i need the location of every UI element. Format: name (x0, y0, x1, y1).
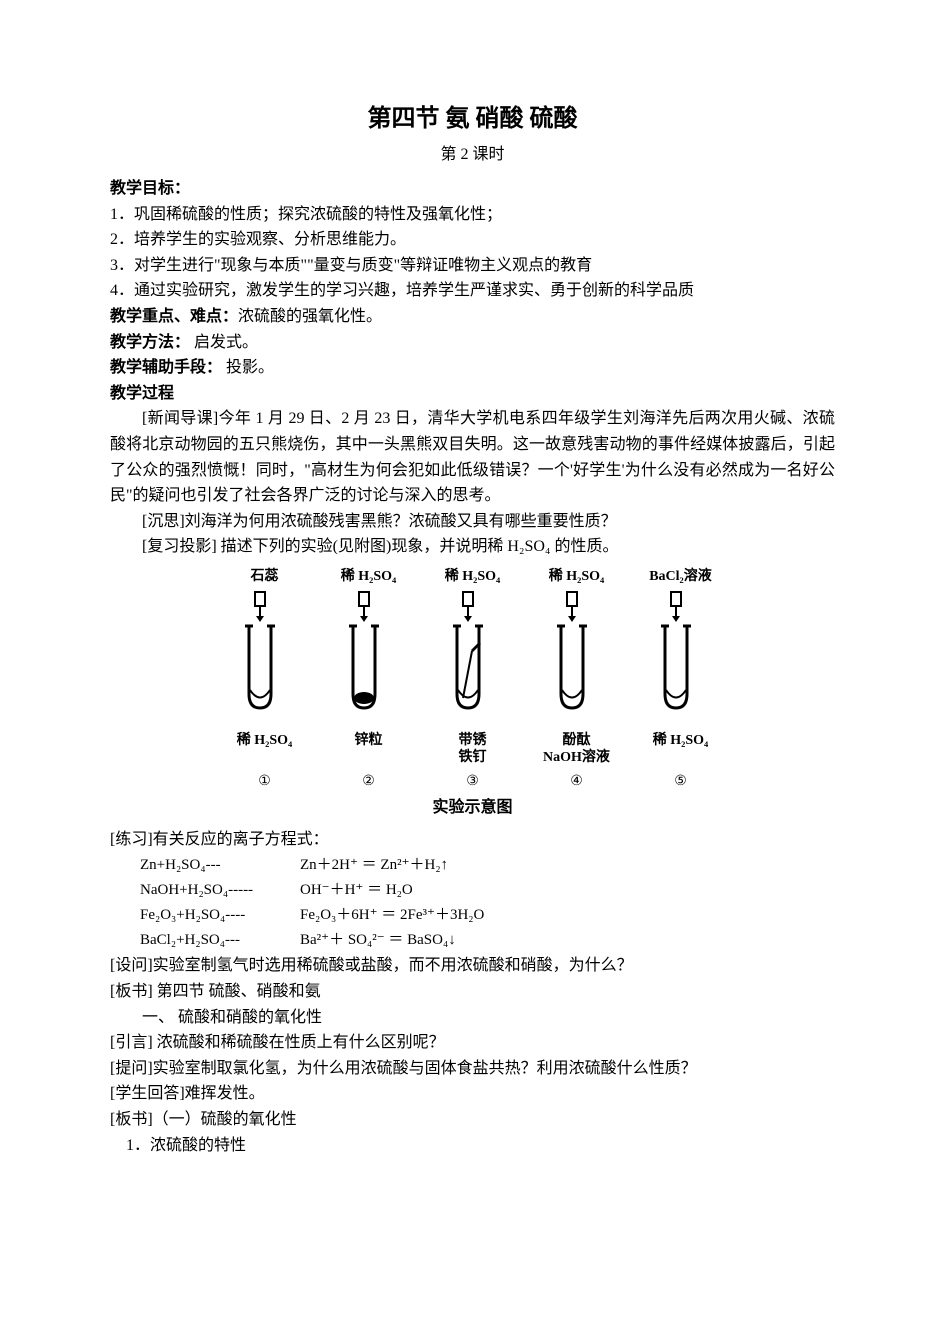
tube-number: ⑤ (674, 771, 687, 793)
goals-heading: 教学目标： (110, 176, 835, 202)
tube-number: ① (258, 771, 271, 793)
board-line-2: [板书]（一）硫酸的氧化性 (110, 1107, 835, 1133)
test-tube-icon (547, 590, 607, 729)
question-line: [设问]实验室制氢气时选用稀硫酸或盐酸，而不用浓硫酸和硝酸，为什么？ (110, 953, 835, 979)
section-1: 一、 硫酸和硝酸的氧化性 (110, 1005, 835, 1031)
tube-1: 石蕊 稀 H₂SO₄① (222, 566, 308, 793)
aid-line: 教学辅助手段： 投影。 (110, 355, 835, 381)
ask-line: [提问]实验室制取氯化氢，为什么用浓硫酸与固体食盐共热？利用浓硫酸什么性质？ (110, 1056, 835, 1082)
equation-left: Zn+H₂SO₄--- (140, 853, 300, 877)
equation-row: Fe₂O₃+H₂SO₄----Fe₂O₃＋6H⁺ ＝ 2Fe³⁺＋3H₂O (140, 903, 835, 927)
test-tube-icon (235, 590, 295, 729)
equation-left: NaOH+H₂SO₄----- (140, 878, 300, 902)
method-line: 教学方法： 启发式。 (110, 330, 835, 356)
equation-right: Zn＋2H⁺ ＝ Zn²⁺＋H₂↑ (300, 853, 835, 877)
test-tube-icon (339, 590, 399, 729)
goal-4: 4．通过实验研究，激发学生的学习兴趣，培养学生严谨求实、勇于创新的科学品质 (110, 278, 835, 304)
answer-line: [学生回答]难挥发性。 (110, 1081, 835, 1107)
equation-left: Fe₂O₃+H₂SO₄---- (140, 903, 300, 927)
sub-1: 1．浓硫酸的特性 (110, 1133, 835, 1159)
intro-line: [引言] 浓硫酸和稀硫酸在性质上有什么区别呢？ (110, 1030, 835, 1056)
tube-top-label: BaCl₂溶液 (649, 566, 712, 588)
equation-block: Zn+H₂SO₄---Zn＋2H⁺ ＝ Zn²⁺＋H₂↑NaOH+H₂SO₄--… (140, 853, 835, 952)
aid-text: 投影。 (222, 359, 274, 376)
method-text: 启发式。 (190, 334, 258, 351)
process-heading: 教学过程 (110, 381, 835, 407)
goal-1: 1．巩固稀硫酸的性质；探究浓硫酸的特性及强氧化性； (110, 202, 835, 228)
tube-2: 稀 H₂SO₄ 锌粒② (326, 566, 412, 793)
tube-4: 稀 H₂SO₄ 酚酞NaOH溶液④ (534, 566, 620, 793)
tube-bottom-label: 带锈铁钉 (459, 733, 487, 769)
news-paragraph: [新闻导课]今年 1 月 29 日、2 月 23 日，清华大学机电系四年级学生刘… (110, 406, 835, 508)
test-tube-icon (443, 590, 503, 729)
tube-number: ③ (466, 771, 479, 793)
emphasis-label: 教学重点、难点： (110, 308, 238, 325)
equation-row: BaCl₂+H₂SO₄---Ba²⁺＋ SO₄²⁻ ＝ BaSO₄↓ (140, 928, 835, 952)
tube-number: ④ (570, 771, 583, 793)
emphasis-line: 教学重点、难点：浓硫酸的强氧化性。 (110, 304, 835, 330)
tube-number: ② (362, 771, 375, 793)
equation-row: NaOH+H₂SO₄-----OH⁻＋H⁺ ＝ H₂O (140, 878, 835, 902)
tube-3: 稀 H₂SO₄ 带锈铁钉③ (430, 566, 516, 793)
goal-3: 3．对学生进行"现象与本质""量变与质变"等辩证唯物主义观点的教育 (110, 253, 835, 279)
diagram-caption: 实验示意图 (110, 795, 835, 821)
tube-bottom-label: 稀 H₂SO₄ (653, 733, 708, 769)
tube-top-label: 石蕊 (251, 566, 279, 588)
goal-2: 2．培养学生的实验观察、分析思维能力。 (110, 227, 835, 253)
tube-bottom-label: 稀 H₂SO₄ (237, 733, 292, 769)
equation-right: OH⁻＋H⁺ ＝ H₂O (300, 878, 835, 902)
review-paragraph: [复习投影] 描述下列的实验(见附图)现象，并说明稀 H₂SO₄ 的性质。 (110, 534, 835, 560)
tube-top-label: 稀 H₂SO₄ (549, 566, 604, 588)
aid-label: 教学辅助手段： (110, 359, 222, 376)
equation-right: Ba²⁺＋ SO₄²⁻ ＝ BaSO₄↓ (300, 928, 835, 952)
document-title: 第四节 氨 硝酸 硫酸 (110, 100, 835, 138)
reflect-paragraph: [沉思]刘海洋为何用浓硫酸残害黑熊？浓硫酸又具有哪些重要性质？ (110, 509, 835, 535)
emphasis-text: 浓硫酸的强氧化性。 (238, 308, 382, 325)
practice-label: [练习]有关反应的离子方程式： (110, 827, 835, 853)
equation-row: Zn+H₂SO₄---Zn＋2H⁺ ＝ Zn²⁺＋H₂↑ (140, 853, 835, 877)
experiment-diagram: 石蕊 稀 H₂SO₄①稀 H₂SO₄ 锌粒②稀 H₂SO₄ 带锈铁钉③稀 H₂S… (110, 566, 835, 793)
document-subtitle: 第 2 课时 (110, 142, 835, 168)
tube-top-label: 稀 H₂SO₄ (445, 566, 500, 588)
board-line-1: [板书] 第四节 硫酸、硝酸和氨 (110, 979, 835, 1005)
tube-bottom-label: 锌粒 (355, 733, 383, 769)
tube-top-label: 稀 H₂SO₄ (341, 566, 396, 588)
tube-5: BaCl₂溶液 稀 H₂SO₄⑤ (638, 566, 724, 793)
equation-right: Fe₂O₃＋6H⁺ ＝ 2Fe³⁺＋3H₂O (300, 903, 835, 927)
tube-bottom-label: 酚酞NaOH溶液 (543, 733, 610, 769)
equation-left: BaCl₂+H₂SO₄--- (140, 928, 300, 952)
method-label: 教学方法： (110, 334, 190, 351)
test-tube-icon (651, 590, 711, 729)
